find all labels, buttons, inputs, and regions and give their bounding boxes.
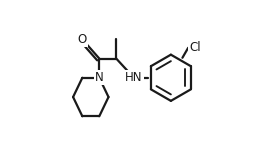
Text: N: N	[95, 71, 104, 84]
Text: Cl: Cl	[189, 41, 201, 54]
Text: HN: HN	[125, 71, 143, 84]
Text: O: O	[78, 33, 87, 46]
